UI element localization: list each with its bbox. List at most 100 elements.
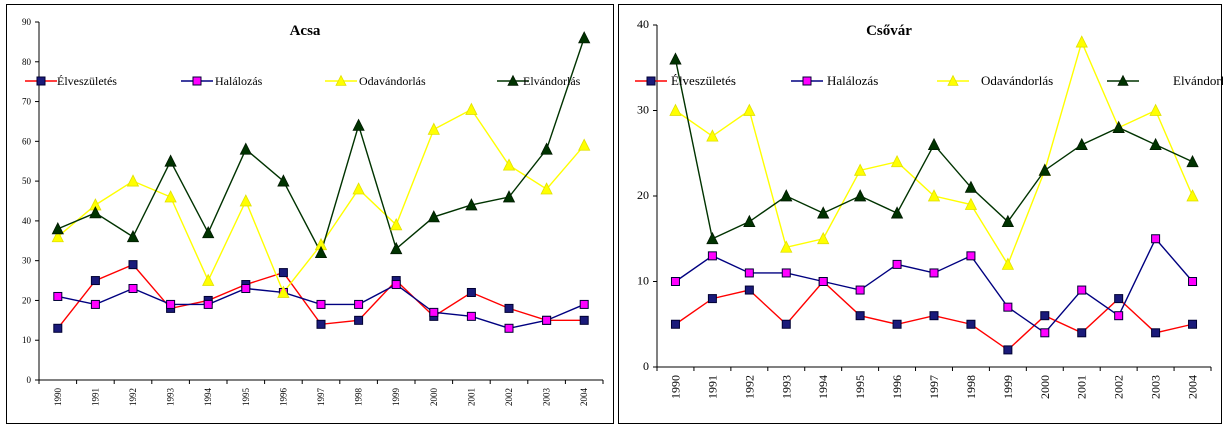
legend-label: Elvándorlás [523,74,581,88]
data-point-3 [1112,120,1125,133]
data-point-1 [90,299,100,309]
data-point-0 [966,319,976,329]
data-point-0 [1003,345,1013,355]
data-point-0 [707,294,717,304]
data-point-3 [314,245,328,259]
data-point-0 [1151,328,1161,338]
data-point-0 [670,319,680,329]
data-point-2 [51,229,64,243]
data-point-0 [53,323,63,333]
legend-label: Halálozás [215,74,263,88]
data-point-2 [964,197,978,210]
data-point-3 [1186,154,1199,168]
data-point-1 [241,284,251,294]
data-point-3 [540,142,553,155]
data-point-3 [126,229,140,243]
data-point-3 [427,210,440,223]
data-point-3 [1149,137,1162,151]
data-point-1 [166,299,176,309]
x-tick-label: 1991 [90,388,100,406]
data-point-2 [706,129,719,142]
data-point-3 [239,142,252,155]
legend-label: Elvándorlás [1173,73,1223,88]
y-tick-label: 90 [22,17,32,27]
data-point-3 [817,206,830,219]
y-tick-label: 10 [22,335,32,345]
y-tick-label: 50 [22,176,32,186]
x-tick-label: 2001 [466,388,476,406]
y-tick-label: 20 [22,295,32,305]
x-tick-label: 1999 [391,388,401,407]
data-point-2 [465,102,478,115]
data-point-0 [90,276,100,286]
y-tick-label: 60 [22,136,32,146]
data-point-2 [780,240,793,253]
data-point-1 [1077,285,1087,295]
x-tick-label: 1998 [964,375,978,399]
data-point-3 [465,198,478,211]
data-point-1 [504,323,514,333]
legend-label: Odavándorlás [981,73,1053,88]
data-point-0 [128,260,138,270]
csovar-chart: Csővár 0 10 20 30 40 1990 1991 1992 1993 1994 1995 1… [618,4,1223,424]
x-tick-label: 2003 [542,388,552,407]
data-point-1 [53,291,63,301]
legend-marker [646,76,656,86]
data-point-2 [578,138,591,151]
legend-marker [1117,74,1129,86]
x-tick-label: 1997 [316,388,326,407]
x-tick-label: 1998 [354,388,364,407]
data-point-3 [890,206,904,219]
data-point-1 [1040,328,1050,338]
legend-label: Halálozás [827,73,878,88]
data-point-2 [743,103,756,116]
data-point-1 [744,268,754,278]
data-point-2 [817,231,830,245]
acsa-chart: Acsa 0 10 20 30 40 50 60 70 80 90 1990 1991 1992 1993 1… [6,4,614,424]
data-point-0 [466,287,476,297]
x-tick-label: 1996 [278,388,288,407]
data-point-1 [818,277,828,286]
data-point-3 [1075,137,1088,151]
x-tick-label: 1992 [128,388,138,406]
data-point-3 [352,118,365,131]
data-point-2 [427,122,440,135]
x-tick-label: 2004 [579,388,589,407]
x-tick-label: 1995 [853,375,867,399]
x-tick-label: 1999 [1001,375,1015,399]
data-point-1 [966,251,976,261]
data-point-1 [579,299,589,309]
data-point-1 [354,299,364,309]
data-point-2 [502,158,516,171]
y-tick-label: 0 [27,375,32,385]
data-point-2 [352,182,365,195]
x-tick-label: 1996 [890,375,904,399]
data-point-2 [1186,189,1199,202]
legend-label: Élveszületés [57,74,117,88]
data-point-0 [1188,319,1198,329]
y-tick-label: 40 [637,17,649,31]
data-point-1 [855,285,865,295]
x-tick-label: 1995 [241,388,251,407]
data-point-2 [277,285,290,298]
data-point-3 [743,214,756,228]
legend-label: Odavándorlás [359,74,426,88]
legend-marker [947,74,959,86]
data-point-3 [927,137,941,151]
data-point-3 [164,154,177,167]
x-tick-label: 2000 [1038,375,1052,399]
legend-marker [507,74,519,86]
x-tick-label: 1992 [742,375,756,399]
data-point-3 [502,190,516,203]
data-point-0 [929,311,939,321]
data-point-0 [316,319,326,329]
data-point-0 [354,315,364,325]
y-tick-label: 70 [22,97,32,107]
series-line-0 [57,263,585,329]
data-point-1 [128,284,138,294]
y-tick-label: 10 [637,274,649,288]
y-tick-label: 0 [643,359,649,373]
x-tick-label: 1990 [668,375,682,399]
legend-marker [192,76,202,86]
data-point-1 [707,251,717,261]
